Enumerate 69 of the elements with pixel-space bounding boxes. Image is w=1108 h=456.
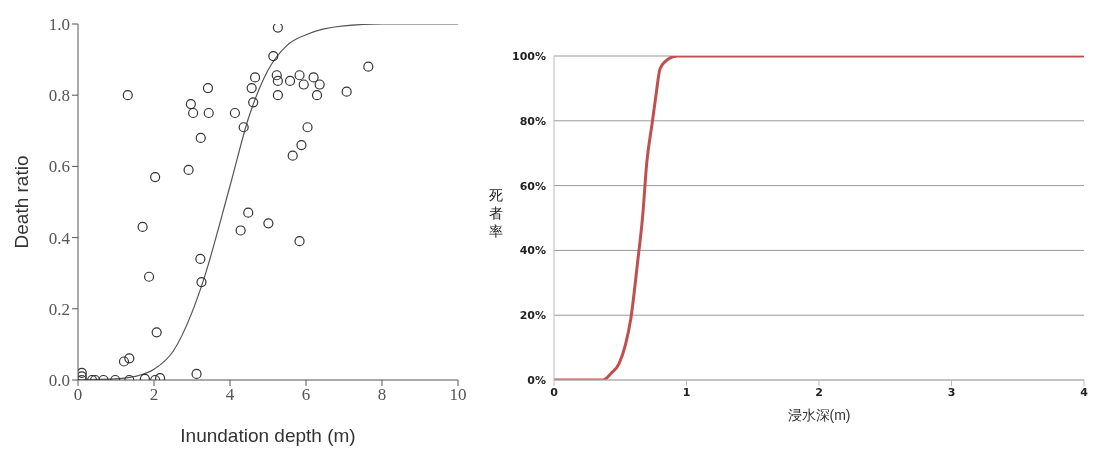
point [302,122,313,133]
x-axis-title: Inundation depth (m) [180,425,356,446]
point [185,99,196,110]
point [137,221,148,233]
y-axis-title: Death ratio [11,155,32,249]
x-tick-label: 4 [1080,385,1089,399]
point [271,70,282,81]
point [294,70,305,81]
y-tick-label: 60% [519,179,546,193]
point [294,236,305,247]
point [122,90,133,101]
point [249,72,261,83]
y-tick-label: 0.6 [48,157,70,177]
point [341,86,352,97]
y-tick-label: 0.4 [48,228,71,248]
x-tick-label: 2 [815,385,823,399]
y-tick-label: 0% [527,373,546,387]
point [203,107,214,119]
y-tick-label: 40% [519,244,546,258]
point [308,72,319,83]
point [124,353,135,364]
y-tick-label: 0.0 [48,371,70,391]
point [243,207,254,218]
x-tick-label: 3 [947,385,956,399]
x-tick-label: 0 [73,385,83,405]
y-tick-label: 100% [512,49,546,63]
point [268,50,279,62]
x-tick-label: 2 [149,385,159,405]
point [296,139,307,151]
x-tick-label: 6 [301,385,311,405]
point [246,82,257,94]
x-tick-label: 4 [225,385,235,405]
y-axis-title: 死者率 [489,187,503,239]
y-tick-label: 0.2 [48,299,70,319]
point [248,97,259,108]
x-tick-label: 8 [377,385,387,405]
x-tick-label: 0 [550,385,559,399]
point [298,79,309,90]
point [287,150,298,161]
x-tick-label: 10 [449,385,467,405]
point [311,90,323,101]
point [272,75,283,87]
point [272,24,283,33]
point [150,171,161,183]
point [196,277,207,288]
point [78,367,87,378]
y-tick-label: 20% [519,309,546,323]
point [235,225,246,236]
point [191,368,202,380]
point [284,75,296,87]
point [363,61,374,72]
point [188,107,199,119]
x-tick-label: 1 [682,385,691,399]
point [195,253,206,265]
point [183,164,194,176]
point [263,218,274,229]
point [202,82,214,94]
point [143,271,155,282]
point [238,122,249,133]
point [195,132,206,144]
point [314,79,325,90]
point [272,90,283,101]
point [229,107,241,119]
point [151,327,162,338]
x-axis-title: 浸水深(m) [787,407,851,423]
point [118,356,130,367]
y-tick-label: 0.8 [48,86,70,106]
y-tick-label: 1.0 [48,15,70,35]
y-tick-label: 80% [519,114,546,128]
